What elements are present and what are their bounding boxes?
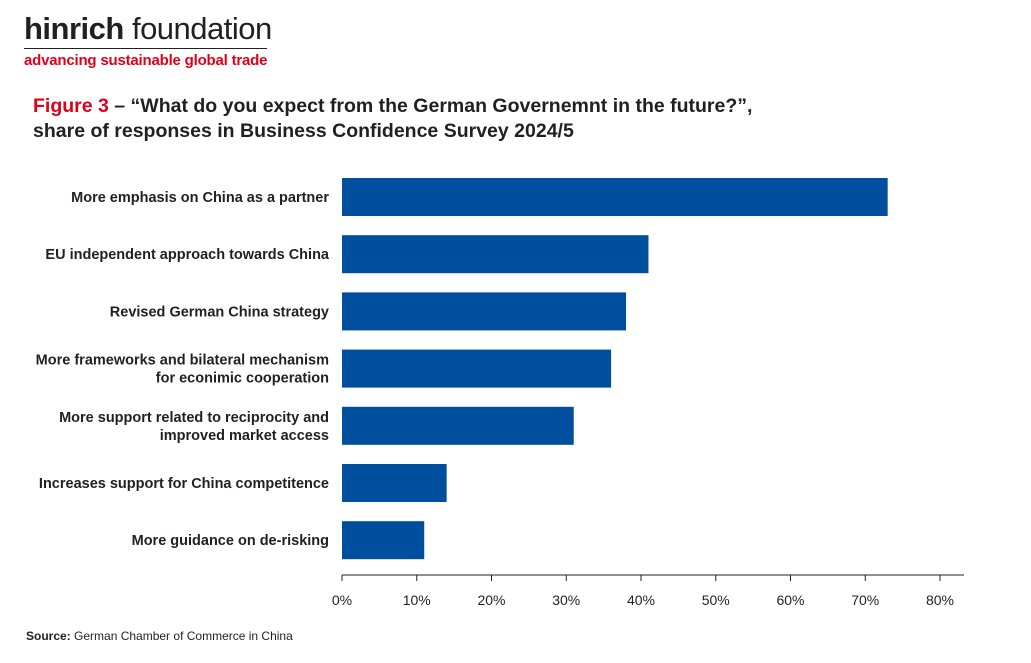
bar [342, 349, 612, 388]
bar [342, 292, 627, 331]
bar [342, 406, 574, 445]
category-label-line: Increases support for China competitence [39, 476, 329, 492]
category-label: EU independent approach towards China [45, 247, 330, 263]
bars-group [342, 178, 888, 560]
category-label-line: EU independent approach towards China [45, 247, 330, 263]
category-label: Revised German China strategy [110, 304, 329, 320]
category-label: Increases support for China competitence [39, 476, 329, 492]
x-tick-label: 20% [477, 592, 505, 608]
source-label: Source: [26, 629, 71, 643]
bar [342, 464, 447, 502]
brand-name: hinrich foundation [24, 12, 272, 46]
category-label-line: for econimic cooperation [156, 371, 329, 387]
figure-title-line2: share of responses in Business Confidenc… [33, 120, 574, 142]
figure-title: Figure 3 – “What do you expect from the … [33, 94, 833, 144]
x-tick-label: 80% [926, 592, 954, 608]
x-tick-label: 50% [702, 592, 730, 608]
category-label: More emphasis on China as a partner [71, 190, 329, 206]
brand-name-bold: hinrich [24, 11, 124, 46]
x-tick-label: 0% [332, 592, 352, 608]
figure-title-line1: Figure 3 – “What do you expect from the … [33, 94, 833, 119]
figure-title-text: – “What do you expect from the German Go… [108, 95, 753, 117]
category-label-line: More frameworks and bilateral mechanism [36, 353, 329, 369]
source-note: Source: German Chamber of Commerce in Ch… [26, 629, 293, 643]
category-label: More support related to reciprocity and i… [59, 410, 329, 444]
brand-logo: hinrich foundation advancing sustainable… [24, 12, 272, 69]
category-label-line: improved market access [160, 428, 329, 444]
bar [342, 178, 888, 216]
x-tick-label: 40% [627, 592, 655, 608]
x-tick-label: 30% [552, 592, 580, 608]
x-tick-label: 10% [403, 592, 431, 608]
bar [342, 235, 649, 274]
bar [342, 521, 425, 560]
brand-tagline: advancing sustainable global trade [24, 52, 268, 69]
category-label-line: More emphasis on China as a partner [71, 190, 329, 206]
category-label-line: More support related to reciprocity and [59, 410, 329, 426]
brand-name-rest: foundation [123, 11, 272, 46]
category-label: More guidance on de-risking [132, 533, 329, 549]
brand-rule [24, 48, 267, 49]
category-labels-group: More emphasis on China as a partner EU in… [36, 190, 330, 549]
category-label-line: Revised German China strategy [110, 304, 329, 320]
source-text: German Chamber of Commerce in China [70, 629, 293, 643]
x-tick-label: 60% [776, 592, 804, 608]
x-tick-label: 70% [851, 592, 879, 608]
category-label-line: More guidance on de-risking [132, 533, 329, 549]
x-axis-group: 0% 10% 20% 30% 40% 50% 60% 70% 80% [332, 574, 964, 608]
figure-label: Figure 3 [33, 95, 109, 117]
category-label: More frameworks and bilateral mechanism f… [36, 353, 329, 387]
